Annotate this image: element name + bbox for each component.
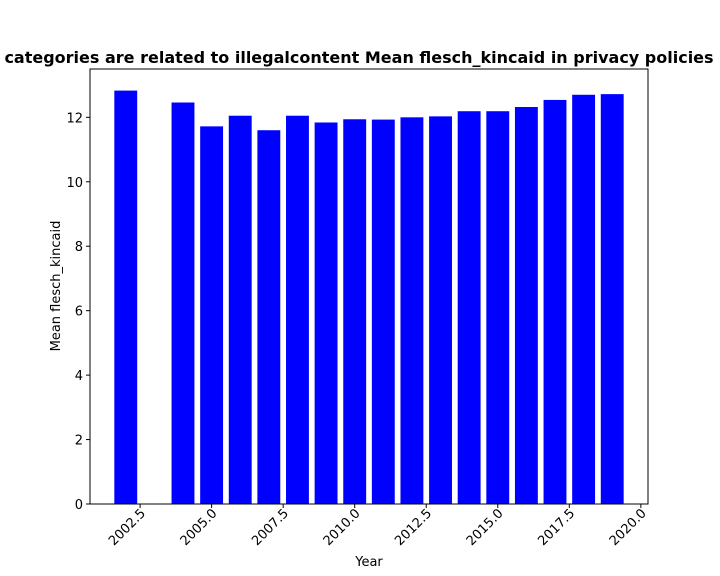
- bar-2017: [543, 99, 567, 505]
- bar-2014: [457, 111, 481, 505]
- bar-2012: [400, 117, 424, 504]
- bar-2005: [200, 126, 224, 505]
- bar-2006: [228, 115, 252, 504]
- bar-2018: [572, 94, 596, 504]
- x-tick-label: 2012.5: [392, 506, 435, 549]
- y-tick-label: 12: [66, 111, 83, 126]
- y-axis-label: Mean flesch_kincaid: [49, 221, 64, 352]
- bar-2011: [371, 119, 395, 504]
- y-tick-label: 8: [75, 240, 83, 255]
- x-tick-label: 2007.5: [249, 506, 292, 549]
- bar-2007: [257, 130, 281, 504]
- x-tick-label: 2005.0: [178, 506, 221, 549]
- bar-2016: [514, 107, 538, 505]
- plot-frame: [89, 68, 649, 505]
- bar-2009: [314, 122, 338, 505]
- x-tick-label: 2002.5: [106, 506, 149, 549]
- x-tick-label: 2017.5: [535, 506, 578, 549]
- y-tick-label: 2: [75, 434, 83, 449]
- y-tick-label: 10: [66, 176, 83, 191]
- y-tick-label: 4: [75, 369, 83, 384]
- y-tick-label: 6: [75, 305, 83, 320]
- bar-2002: [114, 90, 138, 504]
- bar-2013: [429, 116, 452, 505]
- y-axis: 0 2 4 6 8 10 12: [66, 111, 90, 513]
- bar-2004: [171, 102, 195, 504]
- x-tick-label: 2015.0: [464, 506, 507, 549]
- x-axis: 2002.5 2005.0 2007.5 2010.0 2012.5 2015.0 2017…: [106, 504, 650, 549]
- bar-2015: [486, 111, 510, 505]
- bar-2019: [600, 94, 624, 504]
- y-tick-label: 0: [75, 498, 83, 513]
- bar-2010: [343, 119, 367, 505]
- x-tick-label: 2020.0: [607, 506, 650, 549]
- chart-title: categories are related to illegalcontent…: [4, 48, 713, 67]
- x-axis-label: Year: [354, 555, 383, 570]
- bars-group: [114, 90, 624, 505]
- x-tick-label: 2010.0: [321, 506, 364, 549]
- bar-2008: [286, 115, 309, 504]
